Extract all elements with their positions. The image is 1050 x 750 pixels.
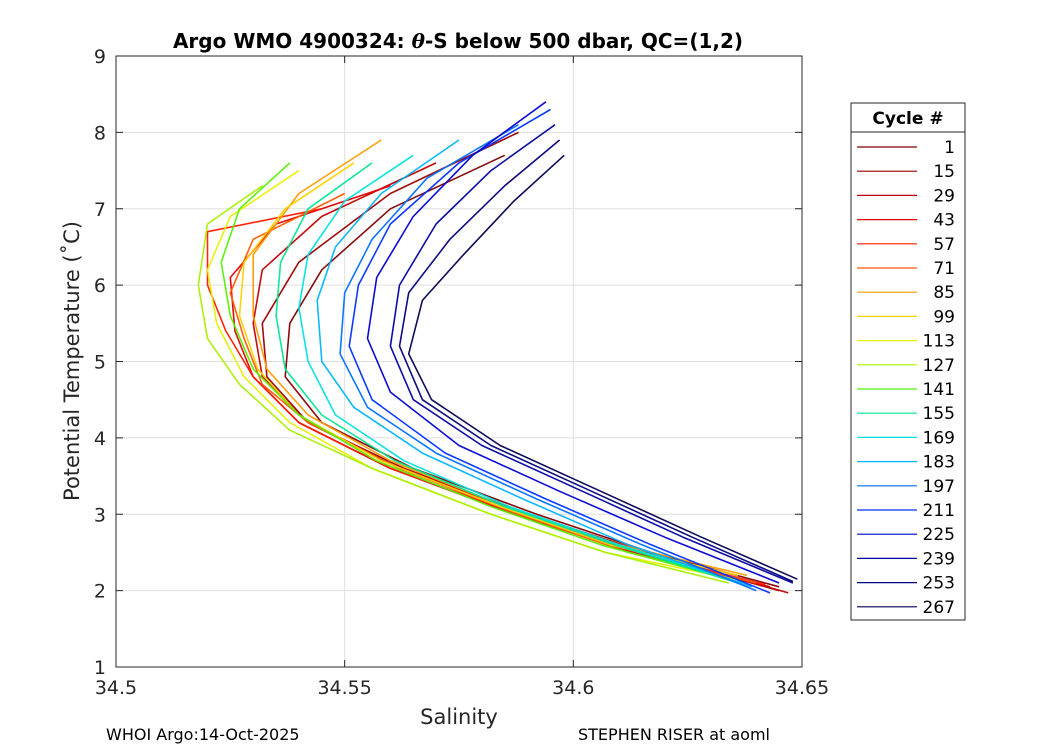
title-suffix: -S below 500 dbar, QC=(1,2): [425, 29, 743, 53]
series-line-cycle-1: [284, 154, 780, 588]
y-tick-label: 4: [94, 428, 106, 450]
legend-label-1: 1: [944, 138, 955, 158]
x-axis-label: Salinity: [420, 705, 498, 729]
x-tick-label: 34.5: [95, 677, 137, 699]
series-line-cycle-127: [197, 185, 729, 584]
series-line-cycle-169: [298, 154, 743, 584]
x-tick-label: 34.55: [317, 677, 371, 699]
y-tick-label: 6: [94, 275, 106, 297]
legend-title: Cycle #: [872, 109, 943, 129]
y-tick-label: 5: [94, 352, 106, 374]
legend-label-15: 15: [933, 162, 955, 182]
legend-label-169: 169: [923, 428, 955, 448]
series-lines: [197, 101, 798, 594]
legend-label-211: 211: [923, 501, 955, 521]
y-tick-label: 7: [94, 199, 106, 221]
series-line-cycle-211: [348, 108, 771, 594]
series-line-cycle-99: [238, 162, 739, 577]
series-line-cycle-239: [389, 124, 794, 584]
legend-entries: 1 15 29 43 57 71 85 99 113 127 141 155 169 183 197 211 2…: [857, 138, 955, 618]
series-line-cycle-183: [316, 139, 752, 588]
legend-label-85: 85: [933, 283, 955, 303]
x-tick-label: 34.6: [552, 677, 594, 699]
x-tick-label: 34.65: [775, 677, 829, 699]
series-line-cycle-141: [220, 162, 730, 580]
legend: Cycle # 1 15 29 43 57 71 85 99 113 127 141 155 169 18…: [850, 102, 966, 621]
y-tick-label: 1: [94, 657, 106, 679]
y-tick-label: 3: [94, 504, 106, 526]
legend-label-43: 43: [933, 211, 955, 231]
series-line-cycle-225: [366, 101, 780, 584]
footer-author: STEPHEN RISER at aoml: [578, 725, 770, 744]
series-line-cycle-197: [339, 124, 757, 592]
legend-label-57: 57: [933, 235, 955, 255]
series-line-cycle-267: [407, 154, 798, 580]
legend-label-225: 225: [923, 525, 955, 545]
y-axis-label: Potential Temperature (˚C): [60, 221, 84, 501]
legend-label-127: 127: [923, 356, 955, 376]
legend-label-99: 99: [933, 307, 955, 327]
legend-label-239: 239: [923, 549, 955, 569]
series-line-cycle-155: [275, 162, 739, 584]
ticks: 34.5 34.55 34.6 34.65 1 2 3 4 5 6 7 8 9: [94, 46, 829, 699]
legend-label-197: 197: [923, 477, 955, 497]
y-tick-label: 8: [94, 122, 106, 144]
legend-label-183: 183: [923, 453, 955, 473]
legend-label-71: 71: [933, 259, 955, 279]
title-theta: θ: [412, 29, 426, 53]
legend-label-253: 253: [923, 574, 955, 594]
y-tick-label: 9: [94, 46, 106, 68]
y-tick-label: 2: [94, 581, 106, 603]
chart-title: Argo WMO 4900324: θ-S below 500 dbar, QC…: [173, 29, 743, 53]
series-line-cycle-71: [229, 192, 757, 584]
legend-label-29: 29: [933, 186, 955, 206]
legend-label-113: 113: [923, 332, 955, 352]
footer-credit: WHOI Argo:14-Oct-2025: [106, 725, 300, 744]
legend-label-141: 141: [923, 380, 955, 400]
series-line-cycle-43: [229, 185, 771, 588]
title-prefix: Argo WMO 4900324:: [173, 29, 412, 53]
legend-label-155: 155: [923, 404, 955, 424]
series-line-cycle-253: [398, 139, 794, 583]
series-line-cycle-113: [206, 169, 734, 580]
legend-label-267: 267: [923, 598, 955, 618]
